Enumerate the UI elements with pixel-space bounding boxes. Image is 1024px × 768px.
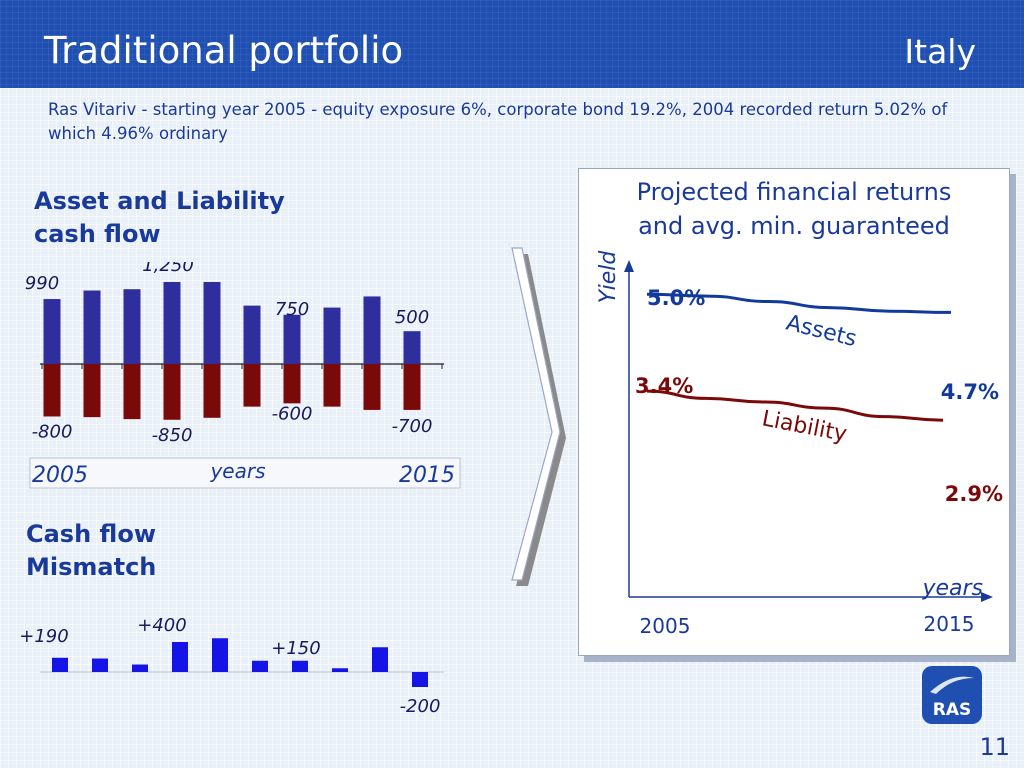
y-axis-label: Yield: [596, 250, 621, 304]
value-label: 500: [395, 307, 429, 328]
mismatch-bar: [372, 647, 388, 672]
value-label: -600: [272, 403, 313, 424]
portfolio-description: Ras Vitariv - starting year 2005 - equit…: [48, 100, 948, 143]
value-label: -200: [400, 696, 441, 717]
asset-bar: [283, 314, 301, 364]
returns-title-line1: Projected financial returns: [636, 178, 952, 206]
mismatch-bar: [292, 660, 308, 672]
mismatch-title: Cash flow Mismatch: [26, 518, 156, 584]
slide-title: Traditional portfolio: [44, 29, 404, 72]
mismatch-bar: [172, 642, 188, 672]
liability-end-label: 2.9%: [945, 482, 1003, 506]
liability-bar: [323, 364, 341, 407]
country-label: Italy: [904, 32, 976, 71]
assets-end-label: 4.7%: [941, 380, 999, 404]
mismatch-bar: [52, 657, 68, 672]
value-label: 1,250: [142, 262, 194, 276]
value-label: 750: [275, 299, 309, 320]
assets-series-label: Assets: [784, 311, 860, 353]
liability-bar: [283, 364, 301, 404]
liability-start-label: 3.4%: [635, 374, 693, 398]
value-label: -700: [392, 416, 433, 437]
asset-bar: [83, 290, 101, 364]
ras-logo: RAS: [922, 666, 982, 724]
liability-bar: [43, 364, 61, 417]
returns-panel: Projected financial returns and avg. min…: [578, 168, 1010, 656]
asset-bar: [163, 282, 181, 364]
value-label: 990: [25, 273, 59, 294]
page-number: 11: [979, 733, 1010, 761]
value-label: +150: [271, 638, 320, 659]
liability-bar: [203, 364, 221, 418]
years-strip: [29, 457, 461, 489]
asset-bar: [43, 299, 61, 364]
x-axis-label: years: [209, 459, 265, 483]
liability-bar: [163, 364, 181, 420]
mismatch-title-line2: Mismatch: [26, 553, 157, 581]
returns-title-line2: and avg. min. guaranteed: [638, 212, 950, 240]
x-end-label: 2015: [399, 463, 455, 488]
alm-title: Asset and Liability cash flow: [34, 185, 285, 251]
mismatch-bar: [92, 658, 108, 672]
returns-chart: Yield years 2005 2015 5.0% 4.7% Assets 3.4% 2.9%…: [596, 250, 1003, 638]
asset-bar: [243, 305, 261, 364]
liability-bar: [243, 364, 261, 407]
y-axis-arrow: [624, 260, 634, 272]
alm-title-line2: cash flow: [34, 220, 161, 248]
value-label: +400: [137, 615, 186, 636]
liability-bar: [363, 364, 381, 410]
mismatch-bar: [332, 668, 348, 672]
value-label: -850: [152, 425, 193, 446]
assets-start-label: 5.0%: [647, 286, 705, 310]
x-axis-label: years: [921, 576, 983, 601]
alm-title-line1: Asset and Liability: [34, 187, 285, 215]
alm-cashflow-chart: 990 1,250 750 500 -800 -850 -600 -700 2005 years 2…: [25, 262, 461, 489]
mismatch-chart: +190 +400 +150 -200: [19, 615, 444, 717]
mismatch-bar: [212, 638, 228, 672]
x-start-label: 2005: [640, 614, 691, 638]
x-start-label: 2005: [32, 463, 88, 488]
mismatch-bar: [412, 672, 428, 687]
value-label: +190: [19, 626, 68, 647]
liability-bar: [403, 364, 421, 410]
mismatch-title-line1: Cash flow: [26, 520, 156, 548]
value-label: -800: [32, 421, 73, 442]
asset-bar: [203, 282, 221, 364]
asset-bar: [123, 289, 141, 364]
x-axis-arrow: [981, 592, 993, 602]
liability-bar: [123, 364, 141, 420]
header-bar: Traditional portfolio Italy: [0, 0, 1024, 88]
logo-text: RAS: [932, 700, 972, 720]
returns-title: Projected financial returns and avg. min…: [579, 175, 1009, 243]
asset-bar: [323, 307, 341, 364]
flow-arrow: [511, 247, 566, 586]
logo-swoosh-icon: [930, 676, 974, 694]
mismatch-bar: [252, 660, 268, 672]
x-end-label: 2015: [924, 612, 975, 636]
liability-bar: [83, 364, 101, 418]
liability-line: [646, 389, 944, 422]
liability-series-label: Liability: [760, 406, 849, 447]
mismatch-bar: [132, 664, 148, 672]
assets-line: [646, 292, 952, 314]
asset-bar: [403, 331, 421, 364]
asset-bar: [363, 296, 381, 364]
